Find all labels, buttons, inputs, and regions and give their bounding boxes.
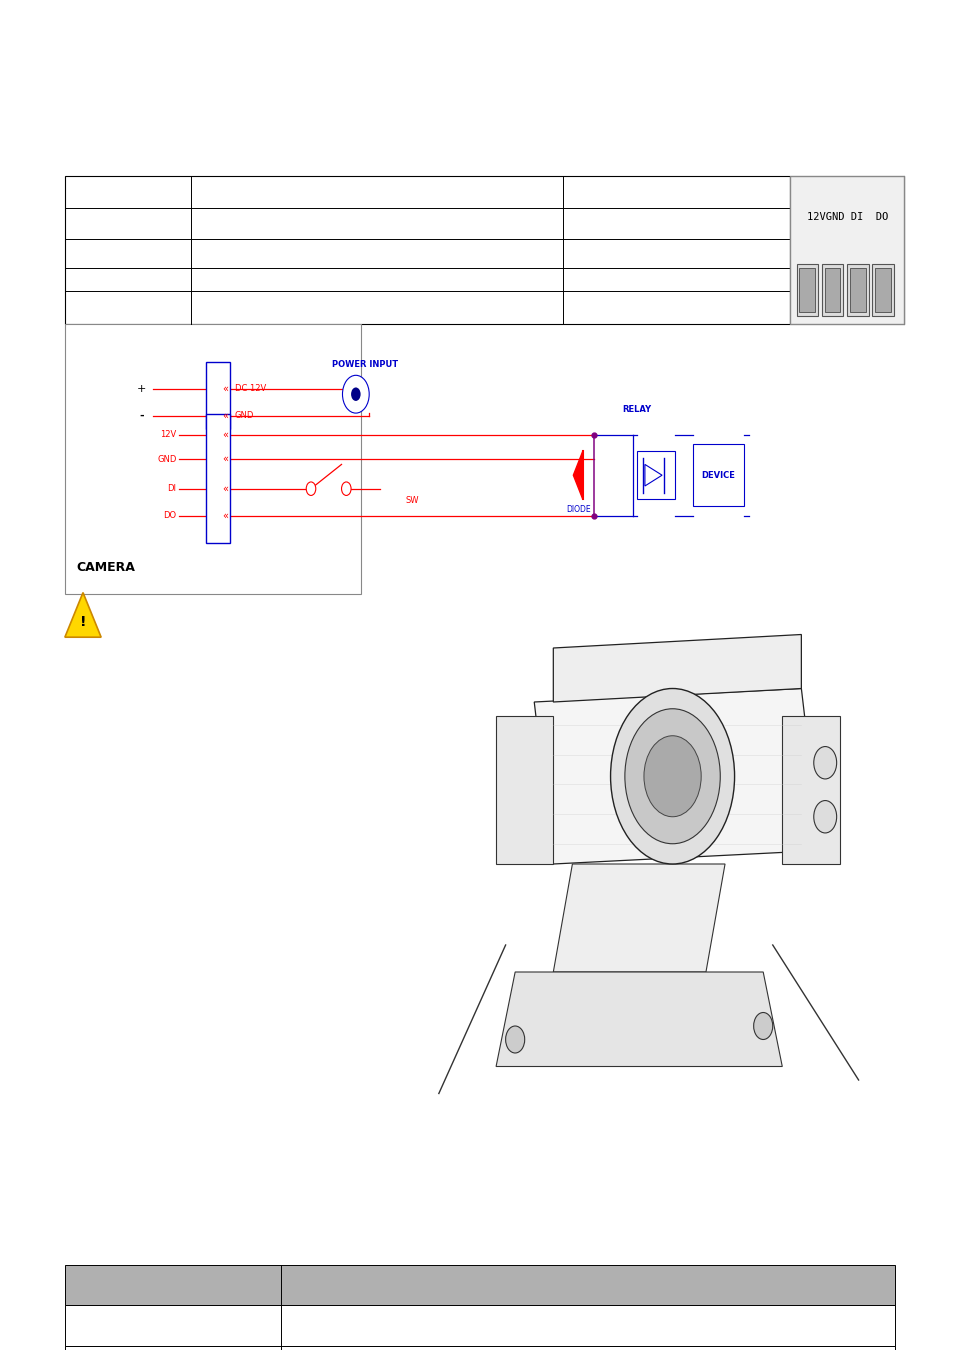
- Bar: [637, 451, 675, 500]
- Bar: [65, 176, 789, 324]
- Circle shape: [341, 482, 351, 495]
- Polygon shape: [65, 593, 101, 637]
- Bar: [796, 265, 817, 316]
- Text: GND: GND: [157, 455, 176, 463]
- Text: «: «: [222, 383, 228, 394]
- Bar: [789, 176, 903, 324]
- Text: +: +: [136, 383, 146, 394]
- Text: DC 12V: DC 12V: [234, 385, 266, 393]
- Text: CAMERA: CAMERA: [76, 560, 135, 574]
- Circle shape: [753, 1012, 772, 1040]
- Text: -: -: [139, 410, 143, 421]
- Bar: [65, 324, 360, 594]
- Bar: [849, 267, 865, 312]
- Bar: [821, 265, 842, 316]
- Circle shape: [624, 709, 720, 844]
- Circle shape: [342, 375, 369, 413]
- Text: 12VGND DI  DO: 12VGND DI DO: [805, 212, 887, 223]
- Polygon shape: [553, 634, 801, 702]
- Text: «: «: [222, 429, 228, 440]
- Text: !: !: [80, 614, 86, 629]
- Circle shape: [306, 482, 315, 495]
- Polygon shape: [573, 451, 582, 500]
- Text: DO: DO: [163, 512, 176, 520]
- Polygon shape: [644, 464, 661, 486]
- Text: DIODE: DIODE: [565, 505, 590, 514]
- Circle shape: [813, 747, 836, 779]
- Text: «: «: [222, 410, 228, 421]
- Text: «: «: [222, 454, 228, 464]
- Text: «: «: [222, 510, 228, 521]
- Bar: [65, 1305, 894, 1346]
- Circle shape: [351, 387, 360, 401]
- Bar: [871, 265, 893, 316]
- Text: «: «: [222, 483, 228, 494]
- Bar: [65, 1346, 894, 1350]
- Text: DI: DI: [168, 485, 176, 493]
- Text: 12V: 12V: [160, 431, 176, 439]
- Bar: [206, 362, 230, 429]
- Text: GND: GND: [234, 412, 253, 420]
- Polygon shape: [534, 688, 820, 864]
- Bar: [794, 205, 899, 262]
- Circle shape: [643, 736, 700, 817]
- Polygon shape: [496, 972, 781, 1066]
- Polygon shape: [496, 716, 553, 864]
- Bar: [206, 414, 230, 543]
- Bar: [823, 267, 840, 312]
- Circle shape: [505, 1026, 524, 1053]
- Bar: [65, 1265, 894, 1305]
- Polygon shape: [781, 716, 839, 864]
- Text: DEVICE: DEVICE: [700, 471, 735, 479]
- Bar: [692, 444, 743, 506]
- Bar: [874, 267, 890, 312]
- Text: SW: SW: [405, 495, 418, 505]
- Bar: [846, 265, 867, 316]
- Text: RELAY: RELAY: [622, 405, 651, 414]
- Circle shape: [813, 801, 836, 833]
- Circle shape: [610, 688, 734, 864]
- Bar: [799, 267, 814, 312]
- Polygon shape: [553, 864, 724, 972]
- Text: POWER INPUT: POWER INPUT: [332, 360, 398, 369]
